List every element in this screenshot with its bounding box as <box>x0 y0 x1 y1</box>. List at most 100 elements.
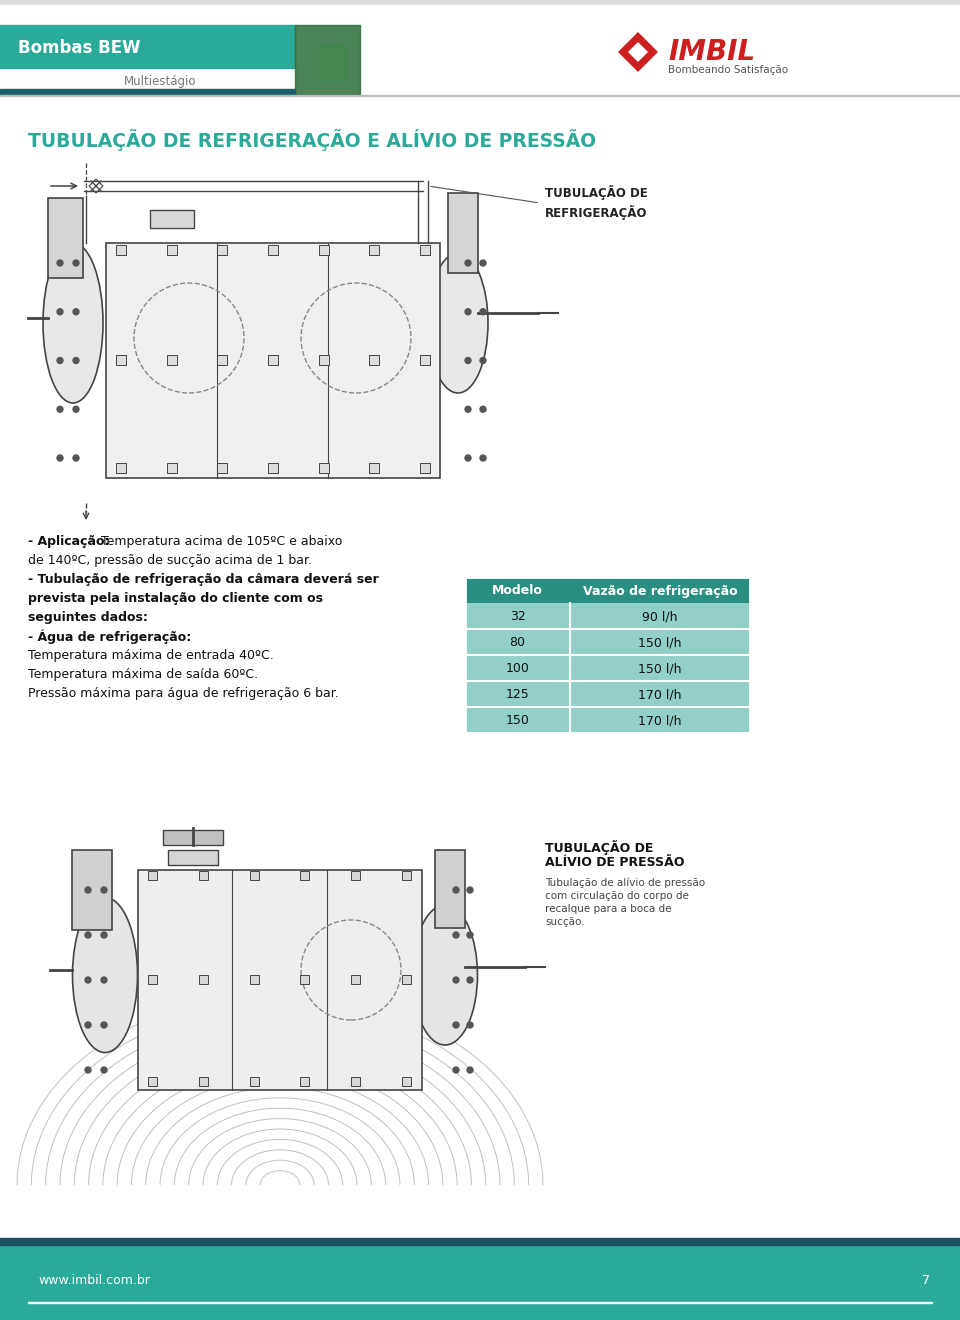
Text: Modelo: Modelo <box>492 585 543 598</box>
Bar <box>106 243 440 478</box>
Text: Bombas BEW: Bombas BEW <box>18 40 140 57</box>
Circle shape <box>465 407 471 412</box>
Text: Temperatura máxima de saída 60ºC.: Temperatura máxima de saída 60ºC. <box>28 668 258 681</box>
Text: Bombeando Satisfação: Bombeando Satisfação <box>668 65 788 75</box>
Text: 150: 150 <box>506 714 529 727</box>
Bar <box>250 1077 258 1086</box>
Bar <box>319 355 328 366</box>
Text: prevista pela instalação do cliente com os: prevista pela instalação do cliente com … <box>28 591 323 605</box>
Bar <box>465 577 750 603</box>
Circle shape <box>480 407 486 412</box>
Bar <box>0 25 295 69</box>
Bar <box>116 246 126 255</box>
Bar <box>148 975 157 983</box>
Circle shape <box>85 932 91 939</box>
Bar <box>28 1302 932 1303</box>
Text: 170 l/h: 170 l/h <box>638 714 682 727</box>
Bar <box>116 355 126 366</box>
Bar <box>116 463 126 473</box>
Circle shape <box>480 309 486 314</box>
Circle shape <box>467 1022 473 1028</box>
Text: sucção.: sucção. <box>545 917 585 927</box>
Text: TUBULAÇÃO DE: TUBULAÇÃO DE <box>545 840 654 855</box>
Text: 150 l/h: 150 l/h <box>638 636 682 649</box>
Bar <box>435 850 465 928</box>
Bar <box>0 88 295 95</box>
Circle shape <box>57 260 63 267</box>
Circle shape <box>73 407 79 412</box>
Text: com circulação do corpo de: com circulação do corpo de <box>545 891 689 902</box>
Polygon shape <box>628 42 648 62</box>
Text: - Aplicação:: - Aplicação: <box>28 535 109 548</box>
Circle shape <box>85 1022 91 1028</box>
Bar <box>465 655 750 681</box>
Bar <box>168 850 218 865</box>
Bar <box>167 246 177 255</box>
Bar <box>163 830 223 845</box>
Circle shape <box>480 358 486 363</box>
Bar <box>402 1077 411 1086</box>
Circle shape <box>480 260 486 267</box>
Text: REFRIGERAÇÃO: REFRIGERAÇÃO <box>545 206 647 220</box>
Text: TUBULAÇÃO DE REFRIGERAÇÃO E ALÍVIO DE PRESSÃO: TUBULAÇÃO DE REFRIGERAÇÃO E ALÍVIO DE PR… <box>28 129 596 150</box>
Text: Tubulação de alívio de pressão: Tubulação de alívio de pressão <box>545 878 706 888</box>
Bar <box>48 198 83 279</box>
Bar <box>465 630 750 655</box>
Bar <box>199 871 207 880</box>
Bar <box>148 871 157 880</box>
Circle shape <box>57 358 63 363</box>
Bar <box>320 45 345 81</box>
Circle shape <box>101 977 107 983</box>
Text: 32: 32 <box>510 610 525 623</box>
Ellipse shape <box>43 243 103 403</box>
Bar <box>319 246 328 255</box>
Text: recalque para a boca de: recalque para a boca de <box>545 904 671 913</box>
Circle shape <box>453 977 459 983</box>
Circle shape <box>465 455 471 461</box>
Circle shape <box>101 1067 107 1073</box>
Text: Pressão máxima para água de refrigeração 6 bar.: Pressão máxima para água de refrigeração… <box>28 686 339 700</box>
Text: 90 l/h: 90 l/h <box>642 610 678 623</box>
Bar <box>268 355 278 366</box>
Bar <box>167 355 177 366</box>
Bar <box>351 871 360 880</box>
Circle shape <box>467 1067 473 1073</box>
Circle shape <box>453 887 459 894</box>
Circle shape <box>57 407 63 412</box>
Text: de 140ºC, pressão de sucção acima de 1 bar.: de 140ºC, pressão de sucção acima de 1 b… <box>28 554 312 568</box>
Bar <box>420 246 430 255</box>
Circle shape <box>453 1022 459 1028</box>
Bar <box>72 850 112 931</box>
Text: 80: 80 <box>510 636 525 649</box>
Text: 7: 7 <box>922 1274 930 1287</box>
Text: www.imbil.com.br: www.imbil.com.br <box>38 1274 150 1287</box>
Bar <box>300 871 309 880</box>
Text: 100: 100 <box>506 663 529 676</box>
Bar <box>148 1077 157 1086</box>
Bar <box>250 871 258 880</box>
Circle shape <box>85 977 91 983</box>
Circle shape <box>480 455 486 461</box>
Bar <box>0 5 960 95</box>
Circle shape <box>453 1067 459 1073</box>
Circle shape <box>101 1022 107 1028</box>
Circle shape <box>453 932 459 939</box>
Bar <box>268 246 278 255</box>
Circle shape <box>73 309 79 314</box>
Bar <box>250 975 258 983</box>
Bar <box>167 463 177 473</box>
Bar <box>351 975 360 983</box>
Bar <box>402 871 411 880</box>
Text: Vazão de refrigeração: Vazão de refrigeração <box>583 585 737 598</box>
Text: Multiestágio: Multiestágio <box>124 75 196 88</box>
Bar <box>448 193 478 273</box>
Bar <box>402 975 411 983</box>
Bar <box>217 463 228 473</box>
Polygon shape <box>618 32 658 73</box>
Circle shape <box>73 358 79 363</box>
Bar <box>370 463 379 473</box>
Text: Temperatura máxima de entrada 40ºC.: Temperatura máxima de entrada 40ºC. <box>28 649 274 663</box>
Bar <box>268 463 278 473</box>
Text: seguintes dados:: seguintes dados: <box>28 611 148 624</box>
Bar <box>370 246 379 255</box>
